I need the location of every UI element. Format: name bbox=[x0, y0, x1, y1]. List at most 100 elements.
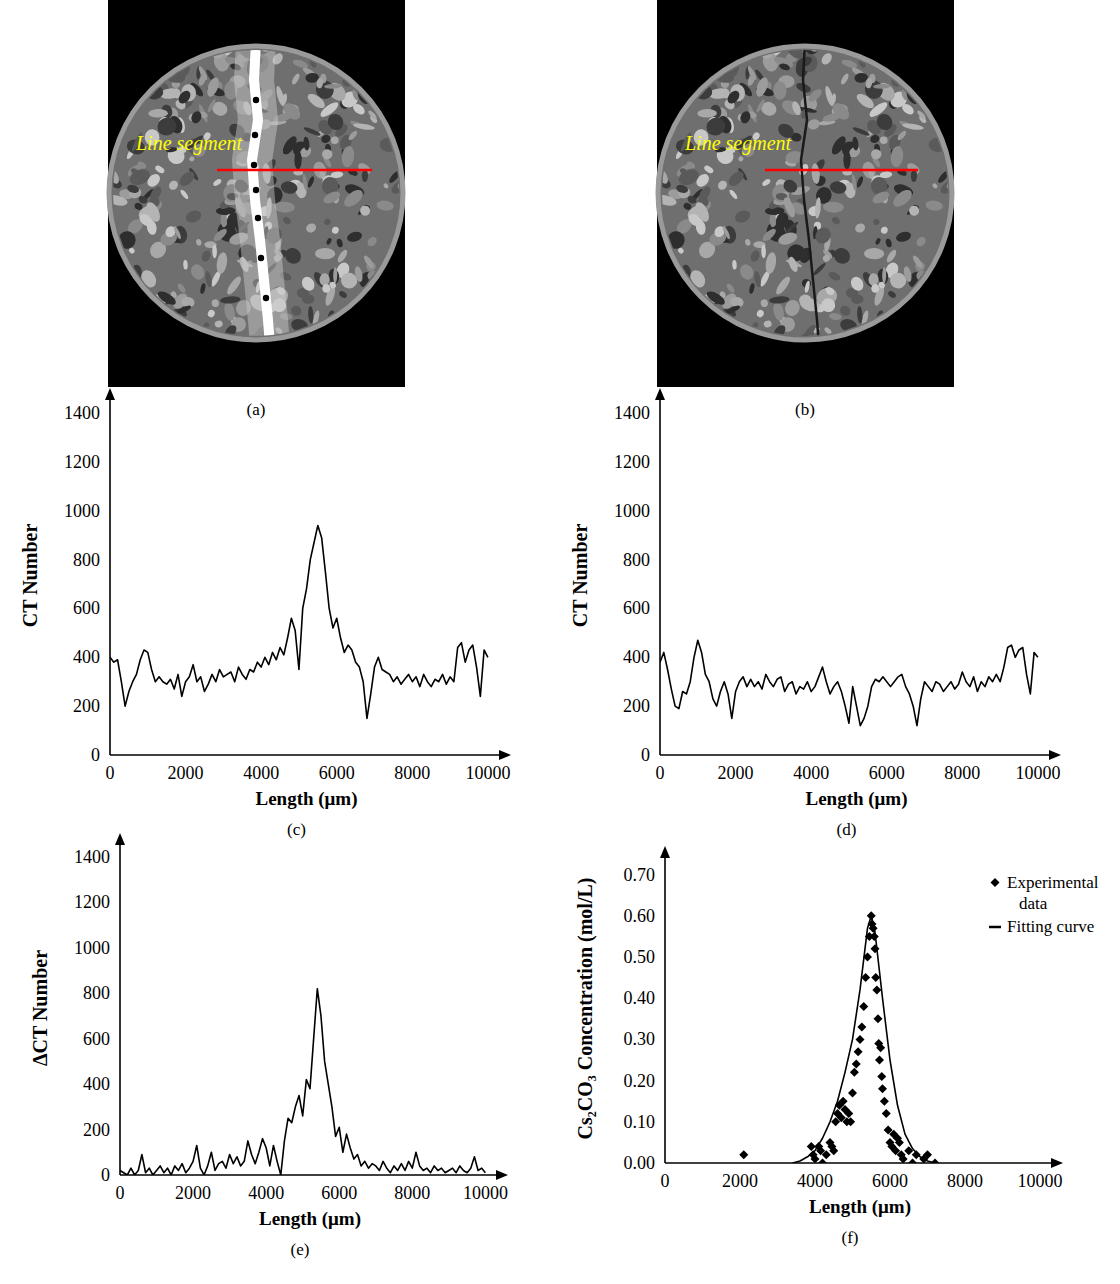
aggregate bbox=[144, 200, 163, 224]
segment-label: Line segment bbox=[684, 132, 792, 155]
aggregate bbox=[299, 275, 317, 294]
aggregate bbox=[781, 177, 800, 195]
chart: 0200040006000800010000020040060080010001… bbox=[569, 388, 1061, 839]
x-axis bbox=[665, 1162, 1055, 1164]
aggregate bbox=[885, 248, 898, 263]
aggregate bbox=[292, 58, 310, 70]
data-point bbox=[871, 944, 880, 953]
aggregate bbox=[748, 283, 755, 294]
aggregate bbox=[753, 270, 762, 287]
aggregate bbox=[323, 218, 332, 227]
aggregate bbox=[902, 265, 912, 282]
aggregate bbox=[804, 280, 811, 293]
aggregate bbox=[852, 126, 871, 137]
aggregate bbox=[870, 189, 891, 206]
data-point bbox=[877, 1072, 886, 1081]
aggregate bbox=[824, 85, 836, 107]
y-tick-label: 600 bbox=[73, 598, 100, 618]
aggregate bbox=[839, 72, 850, 85]
y-tick-label: 0 bbox=[101, 1165, 110, 1185]
void bbox=[258, 255, 264, 261]
data-point bbox=[854, 1047, 863, 1056]
aggregate bbox=[880, 226, 889, 235]
aggregate bbox=[787, 256, 800, 274]
aggregate bbox=[777, 230, 799, 247]
aggregate bbox=[822, 254, 832, 263]
aggregate bbox=[156, 289, 178, 307]
aggregate bbox=[383, 182, 390, 189]
aggregate bbox=[367, 109, 378, 120]
aggregate bbox=[148, 109, 168, 118]
chart: 0200040006000800010000020040060080010001… bbox=[19, 388, 511, 839]
y-tick-label: 600 bbox=[83, 1029, 110, 1049]
y-axis bbox=[119, 841, 121, 1175]
aggregate bbox=[319, 273, 330, 287]
aggregate bbox=[294, 150, 301, 169]
aggregate bbox=[154, 164, 166, 174]
figure: Line segment(a)Line segment(b)0200040006… bbox=[0, 0, 1120, 1284]
aggregate bbox=[761, 227, 778, 243]
y-tick-label: 1200 bbox=[64, 452, 100, 472]
aggregate bbox=[925, 200, 944, 212]
x-tick-label: 4000 bbox=[248, 1183, 284, 1203]
x-tick-label: 10000 bbox=[465, 763, 510, 783]
y-axis-title: Cs₂CO₃ Concentration (mol/L) bbox=[574, 878, 597, 1140]
aggregate bbox=[915, 235, 928, 248]
data-line bbox=[120, 989, 485, 1175]
crack bbox=[801, 42, 819, 346]
y-tick-label: 1400 bbox=[74, 847, 110, 867]
aggregate bbox=[137, 195, 149, 206]
aggregate bbox=[882, 267, 886, 283]
x-axis-arrow bbox=[1049, 750, 1061, 760]
aggregate bbox=[823, 326, 832, 335]
aggregate bbox=[280, 100, 303, 123]
y-tick-label: 800 bbox=[73, 550, 100, 570]
aggregate bbox=[336, 238, 344, 248]
x-tick-label: 8000 bbox=[394, 763, 430, 783]
aggregate bbox=[188, 262, 207, 282]
aggregate bbox=[693, 200, 712, 224]
aggregate bbox=[188, 155, 195, 162]
x-tick-label: 4000 bbox=[793, 763, 829, 783]
data-point bbox=[872, 985, 881, 994]
x-tick-label: 0 bbox=[656, 763, 665, 783]
aggregate bbox=[904, 85, 924, 106]
aggregate bbox=[725, 304, 741, 315]
aggregate bbox=[204, 270, 213, 287]
x-axis-title: Length (μm) bbox=[259, 1208, 361, 1230]
x-tick-label: 8000 bbox=[947, 1171, 983, 1191]
aggregate bbox=[282, 245, 304, 267]
aggregate bbox=[763, 320, 773, 329]
aggregate bbox=[895, 230, 912, 243]
x-tick-label: 10000 bbox=[463, 1183, 508, 1203]
aggregate bbox=[945, 181, 956, 192]
aggregate bbox=[396, 181, 407, 192]
aggregate bbox=[773, 81, 787, 100]
aggregate bbox=[936, 169, 950, 184]
aggregate bbox=[308, 306, 314, 324]
aggregate bbox=[235, 335, 248, 343]
tracer-halo bbox=[252, 42, 270, 346]
aggregate bbox=[873, 84, 890, 89]
aggregate bbox=[827, 270, 841, 282]
aggregate bbox=[347, 130, 358, 142]
aggregate bbox=[876, 310, 885, 321]
aggregate bbox=[869, 133, 881, 144]
aggregate bbox=[176, 304, 192, 315]
aggregate bbox=[875, 237, 882, 245]
aggregate bbox=[739, 110, 753, 125]
aggregate bbox=[338, 290, 348, 299]
plot-area bbox=[110, 525, 488, 718]
y-tick-label: 1200 bbox=[614, 452, 650, 472]
x-tick-label: 2000 bbox=[722, 1171, 758, 1191]
aggregate bbox=[854, 222, 867, 234]
x-axis bbox=[120, 1174, 500, 1176]
data-point bbox=[822, 1150, 831, 1159]
aggregate bbox=[205, 76, 221, 99]
aggregate bbox=[868, 273, 879, 287]
aggregate bbox=[802, 323, 817, 338]
aggregate bbox=[722, 58, 742, 81]
y-tick-label: 0.10 bbox=[624, 1112, 656, 1132]
x-tick-label: 0 bbox=[661, 1171, 670, 1191]
aggregate bbox=[211, 299, 220, 308]
